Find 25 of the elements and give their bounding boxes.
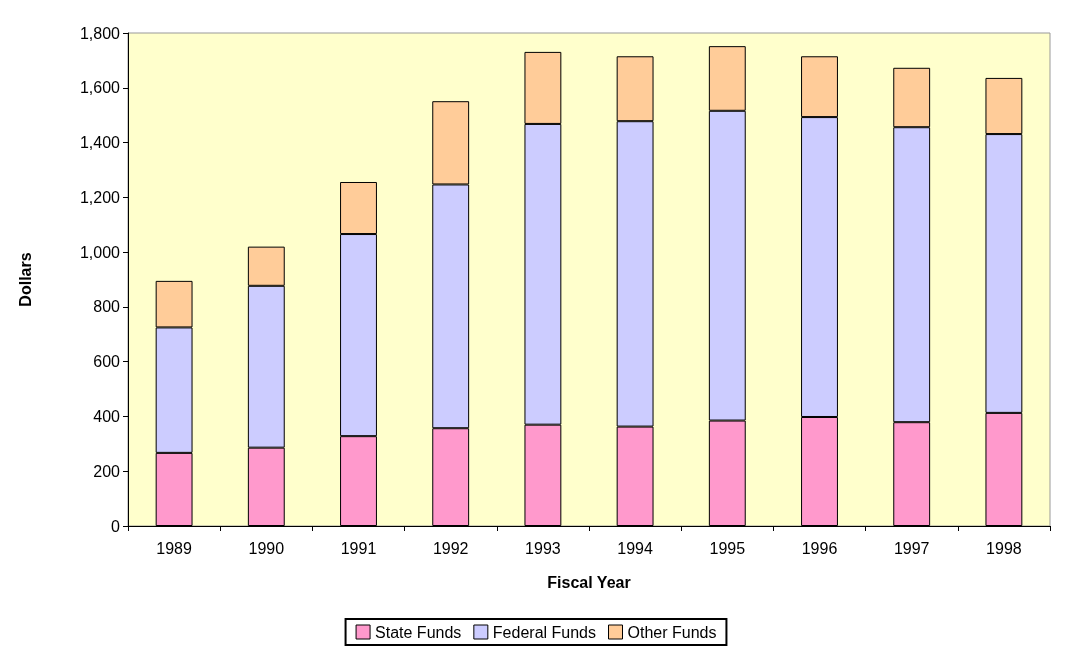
x-axis-title: Fiscal Year bbox=[547, 573, 631, 591]
y-tick-label: 1,000 bbox=[79, 243, 121, 261]
y-tick-label: 0 bbox=[111, 517, 121, 535]
y-tick-label: 800 bbox=[93, 298, 121, 316]
y-tick-label: 200 bbox=[93, 462, 121, 480]
y-tick-label: 1,800 bbox=[79, 24, 121, 42]
y-tick-label: 1,400 bbox=[79, 134, 121, 152]
legend-label: Federal Funds bbox=[492, 623, 597, 641]
x-tick-label: 1990 bbox=[248, 539, 285, 557]
y-axis-title: Dollars bbox=[16, 252, 34, 307]
y-tick-label: 1,600 bbox=[79, 79, 121, 97]
y-tick-label: 1,200 bbox=[79, 188, 121, 206]
legend-label: Other Funds bbox=[627, 623, 717, 641]
x-tick-label: 1997 bbox=[893, 539, 930, 557]
x-tick-label: 1992 bbox=[432, 539, 469, 557]
x-tick-label: 1991 bbox=[340, 539, 377, 557]
x-tick-label: 1998 bbox=[986, 539, 1022, 557]
y-tick-label: 600 bbox=[93, 353, 121, 371]
x-tick-label: 1993 bbox=[525, 539, 561, 557]
x-tick-label: 1994 bbox=[617, 539, 653, 557]
legend-label: State Funds bbox=[375, 623, 462, 641]
x-tick-label: 1995 bbox=[709, 539, 746, 557]
x-tick-label: 1989 bbox=[156, 539, 192, 557]
y-tick-label: 400 bbox=[93, 407, 121, 425]
x-tick-label: 1996 bbox=[801, 539, 838, 557]
